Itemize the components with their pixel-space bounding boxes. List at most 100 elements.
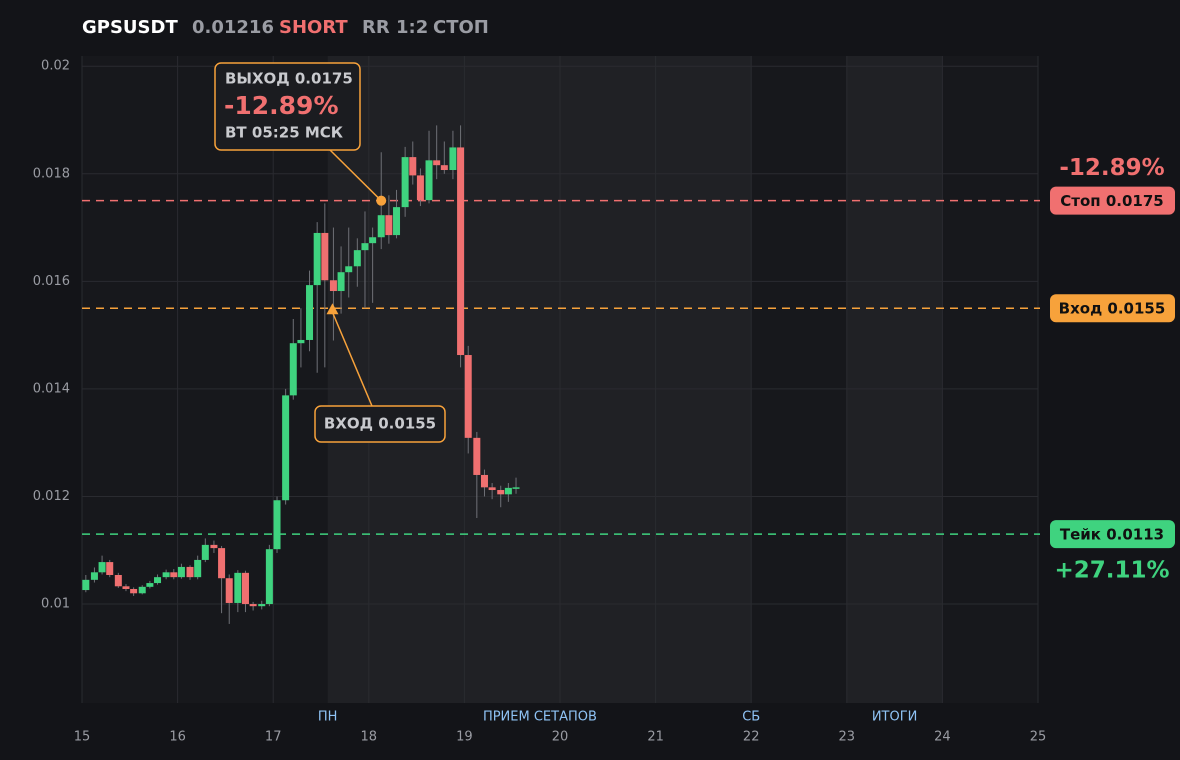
candle-body: [265, 549, 273, 605]
candle-body: [464, 355, 472, 438]
callout-box: [214, 62, 361, 151]
x-tick-label: 17: [265, 730, 282, 745]
x-tick-label: 24: [934, 730, 951, 745]
level-label: Стоп 0.0175: [1060, 192, 1163, 210]
candle-body: [130, 588, 138, 594]
y-tick-label: 0.02: [41, 59, 70, 74]
candle-body: [345, 266, 353, 273]
candle-body: [82, 579, 90, 591]
candle-body: [480, 474, 488, 488]
session-band: [846, 56, 943, 703]
session-label: ПН: [318, 710, 338, 725]
callout-line: [329, 149, 382, 202]
price: 0.01216: [192, 17, 274, 38]
candle-body: [201, 544, 209, 560]
callout-box: [314, 405, 446, 443]
candle-body: [488, 487, 496, 491]
level-pill: [1050, 294, 1175, 323]
candle-body: [377, 215, 385, 238]
candle-body: [138, 586, 146, 594]
candle-body: [401, 157, 409, 208]
y-tick-label: 0.012: [33, 489, 70, 504]
candle-body: [457, 147, 465, 356]
candle-body: [241, 572, 249, 605]
candle-body: [321, 232, 329, 281]
level-pill: [1050, 520, 1175, 549]
candle-body: [154, 577, 162, 584]
candle-body: [449, 147, 457, 171]
risk-reward: RR 1:2: [362, 17, 428, 38]
candle-body: [122, 586, 130, 589]
candle-body: [234, 572, 242, 603]
candle-body: [313, 232, 321, 286]
candle-body: [353, 250, 361, 267]
x-tick-label: 16: [169, 730, 186, 745]
candle-body: [210, 544, 218, 549]
candle-body: [289, 343, 297, 396]
candle-body: [98, 562, 106, 573]
candle-body: [225, 578, 233, 603]
session-label: ИТОГИ: [872, 710, 918, 725]
candle-body: [497, 490, 505, 495]
y-tick-label: 0.014: [33, 381, 70, 396]
candle-body: [194, 559, 202, 578]
session-label: ПРИЕМ СЕТАПОВ: [483, 710, 597, 725]
candle-body: [416, 175, 424, 201]
x-tick-label: 18: [361, 730, 378, 745]
candle-body: [297, 339, 305, 344]
status: СТОП: [433, 17, 489, 38]
candle-body: [433, 160, 441, 166]
exit-time: ВТ 05:25 МСК: [225, 124, 344, 142]
candle-body: [329, 280, 337, 292]
x-tick-label: 20: [552, 730, 569, 745]
candle-body: [440, 165, 448, 171]
candle-body: [273, 500, 281, 550]
candle-body: [512, 487, 520, 489]
session-band: [327, 56, 752, 703]
candle-body: [385, 215, 393, 236]
level-label: Тейк 0.0113: [1060, 526, 1164, 544]
candle-body: [306, 285, 314, 340]
y-tick-label: 0.018: [33, 166, 70, 181]
candle-body: [369, 237, 377, 244]
entry-marker: [326, 303, 339, 315]
side: SHORT: [279, 17, 348, 38]
candle-body: [218, 548, 226, 579]
candle-body: [504, 487, 512, 495]
candle-body: [106, 562, 114, 575]
y-tick-label: 0.01: [41, 597, 70, 612]
candle-body: [249, 604, 257, 607]
candle-body: [90, 572, 98, 580]
candle-body: [186, 566, 194, 578]
level-percent: -12.89%: [1059, 155, 1164, 181]
x-tick-label: 25: [1030, 730, 1047, 745]
candle-body: [393, 207, 401, 236]
symbol: GPSUSDT: [82, 17, 178, 38]
exit-percent: -12.89%: [224, 91, 339, 120]
candle-body: [162, 572, 170, 578]
candle-body: [170, 572, 178, 578]
candle-body: [282, 395, 290, 501]
candle-body: [409, 157, 417, 176]
x-tick-label: 19: [456, 730, 473, 745]
x-tick-label: 21: [647, 730, 664, 745]
exit-label: ВЫХОД 0.0175: [225, 70, 353, 88]
level-percent: +27.11%: [1054, 558, 1169, 584]
candle-body: [473, 437, 481, 475]
candle-body: [258, 604, 266, 607]
x-tick-label: 15: [74, 730, 91, 745]
entry-label: ВХОД 0.0155: [324, 415, 436, 433]
level-label: Вход 0.0155: [1059, 300, 1166, 318]
y-tick-label: 0.016: [33, 274, 70, 289]
x-tick-label: 22: [743, 730, 760, 745]
session-label: СБ: [742, 710, 760, 725]
callout-line: [331, 311, 373, 407]
candle-body: [177, 566, 185, 578]
exit-point: [376, 195, 387, 206]
candle-body: [361, 243, 369, 251]
x-tick-label: 23: [839, 730, 856, 745]
candle-body: [337, 272, 345, 292]
level-pill: [1050, 186, 1175, 215]
candle-body: [146, 583, 154, 587]
